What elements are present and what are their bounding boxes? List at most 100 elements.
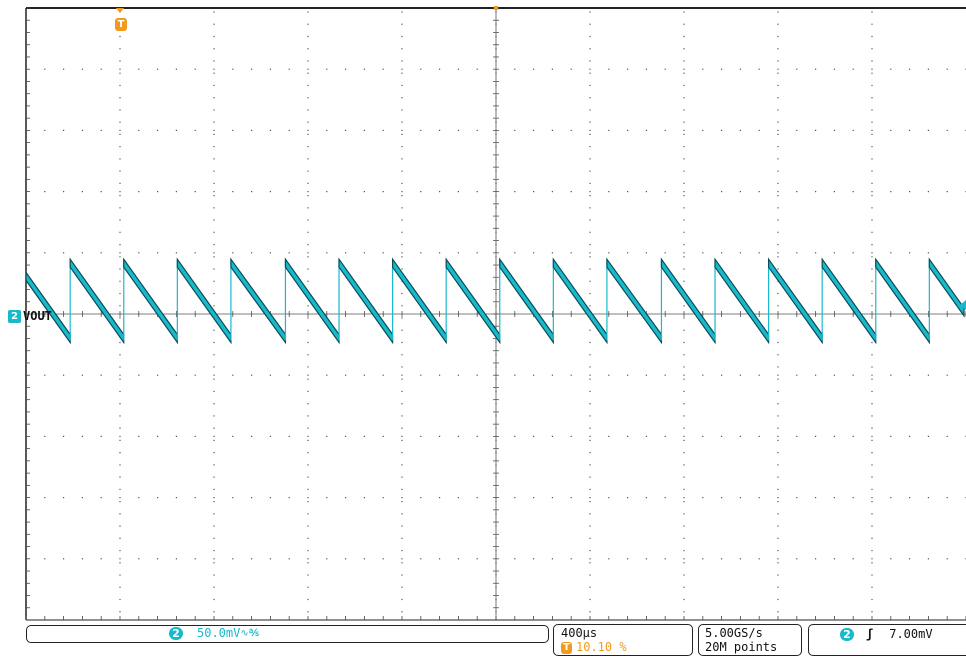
grid-dot xyxy=(213,562,215,564)
grid-dot xyxy=(288,252,290,254)
grid-dot xyxy=(119,84,121,87)
grid-dot xyxy=(777,513,779,515)
grid-dot xyxy=(307,97,309,99)
grid-dot xyxy=(589,598,591,601)
grid-dot xyxy=(871,129,873,131)
grid-dot xyxy=(589,68,591,70)
grid-dot xyxy=(307,329,309,331)
center-marker xyxy=(494,6,498,10)
trigger-panel[interactable]: 2 ʃ 7.00mV xyxy=(808,624,966,656)
grid-dot xyxy=(269,374,271,376)
grid-dot xyxy=(702,435,704,437)
grid-dot xyxy=(307,219,309,221)
grid-dot xyxy=(401,562,403,564)
grid-dot xyxy=(608,435,610,437)
grid-dot xyxy=(683,243,685,246)
grid-dot xyxy=(683,191,685,193)
grid-dot xyxy=(664,435,666,437)
coupling-icon: ∿℁ xyxy=(240,628,259,639)
grid-dot xyxy=(551,252,553,254)
grid-dot xyxy=(702,497,704,499)
grid-dot xyxy=(533,435,535,437)
grid-dot xyxy=(777,182,779,184)
grid-dot xyxy=(401,191,403,193)
grid-dot xyxy=(119,207,121,209)
grid-dot xyxy=(138,497,140,499)
grid-dot xyxy=(213,231,215,233)
grid-dot xyxy=(871,97,873,99)
grid-dot xyxy=(909,558,911,560)
grid-dot xyxy=(514,129,516,131)
grid-dot xyxy=(777,11,779,13)
grid-dot xyxy=(777,60,779,62)
grid-dot xyxy=(683,60,685,62)
acquisition-panel[interactable]: 5.00GS/s 20M points xyxy=(698,624,802,656)
grid-dot xyxy=(194,558,196,560)
grid-dot xyxy=(871,48,873,50)
grid-dot xyxy=(683,252,685,254)
grid-dot xyxy=(890,191,892,193)
grid-dot xyxy=(777,305,779,307)
grid-dot xyxy=(119,415,121,417)
trigger-marker: T xyxy=(115,12,127,31)
grid-dot xyxy=(119,48,121,50)
grid-dot xyxy=(119,374,121,376)
grid-dot xyxy=(213,366,215,368)
grid-dot xyxy=(683,207,685,209)
grid-dot xyxy=(683,146,685,148)
grid-dot xyxy=(871,378,873,380)
grid-dot xyxy=(100,191,102,193)
grid-dot xyxy=(439,129,441,131)
timebase-panel[interactable]: 400µs T 10.10 % xyxy=(553,624,693,656)
grid-dot xyxy=(401,378,403,380)
grid-dot xyxy=(627,374,629,376)
grid-dot xyxy=(927,129,929,131)
grid-dot xyxy=(683,11,685,13)
grid-dot xyxy=(815,191,817,193)
grid-dot xyxy=(157,68,159,70)
grid-dot xyxy=(871,497,873,499)
grid-dot xyxy=(852,129,854,131)
grid-dot xyxy=(307,586,309,588)
trace-ramp-segment xyxy=(714,257,770,345)
grid-dot xyxy=(307,191,309,193)
grid-dot xyxy=(758,129,760,131)
grid-dot xyxy=(401,374,403,376)
grid-dot xyxy=(533,252,535,254)
grid-dot xyxy=(777,84,779,87)
grid-dot xyxy=(589,280,591,282)
grid-dot xyxy=(946,374,948,376)
grid-dot xyxy=(213,513,215,515)
grid-dot xyxy=(44,68,46,70)
grid-dot xyxy=(683,611,685,613)
grid-dot xyxy=(927,68,929,70)
grid-dot xyxy=(909,68,911,70)
grid-dot xyxy=(157,252,159,254)
grid-dot xyxy=(871,317,873,319)
grid-dot xyxy=(119,231,121,233)
channel-panel[interactable]: 2 50.0mV ∿℁ xyxy=(26,625,549,643)
grid-dot xyxy=(871,586,873,588)
grid-dot xyxy=(514,68,516,70)
grid-dot xyxy=(589,305,591,307)
grid-dot xyxy=(81,374,83,376)
grid-dot xyxy=(307,354,309,356)
grid-dot xyxy=(683,280,685,282)
grid-dot xyxy=(420,191,422,193)
grid-dot xyxy=(570,252,572,254)
grid-dot xyxy=(777,72,779,74)
grid-dot xyxy=(326,68,328,70)
grid-dot xyxy=(119,280,121,282)
grid-dot xyxy=(401,329,403,331)
grid-dot xyxy=(796,497,798,499)
grid-dot xyxy=(683,366,685,368)
grid-dot xyxy=(63,252,65,254)
grid-dot xyxy=(683,488,685,490)
grid-dot xyxy=(307,280,309,282)
grid-dot xyxy=(664,497,666,499)
grid-dot xyxy=(871,452,873,454)
grid-dot xyxy=(420,435,422,437)
grid-dot xyxy=(589,158,591,160)
grid-dot xyxy=(777,537,779,539)
trace-ramp-segment xyxy=(552,257,608,345)
